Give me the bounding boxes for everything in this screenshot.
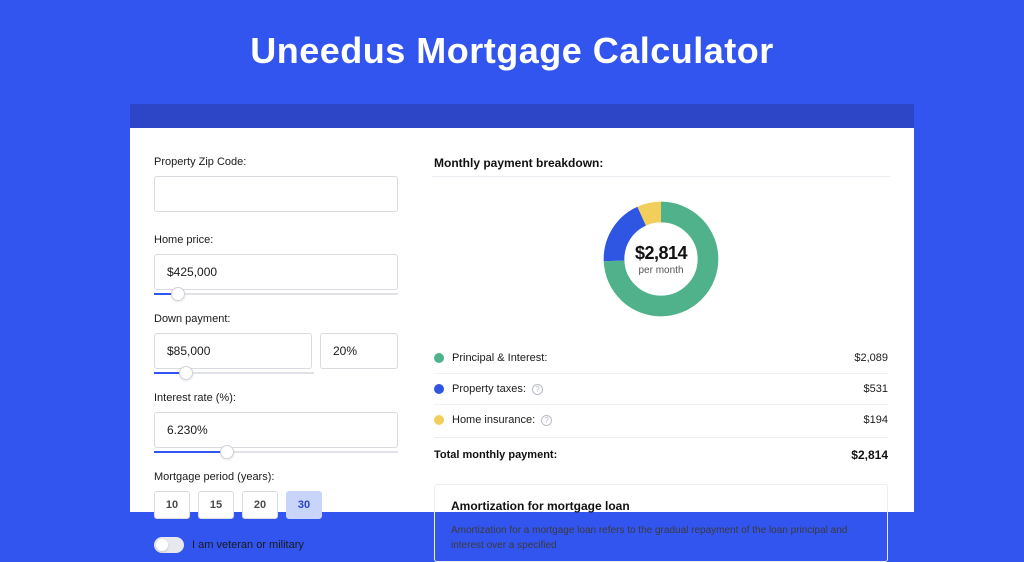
donut-subtext: per month [638, 265, 683, 276]
home-price-input[interactable] [154, 254, 398, 290]
donut-chart: $2,814 per month [599, 197, 723, 321]
info-icon[interactable]: ? [532, 384, 543, 395]
period-option-30[interactable]: 30 [286, 491, 322, 519]
breakdown-row: Home insurance:? $194 [434, 405, 888, 435]
breakdown-value: $531 [864, 383, 888, 395]
veteran-toggle[interactable] [154, 537, 184, 553]
interest-rate-slider-fill [154, 451, 227, 453]
interest-rate-group: Interest rate (%): [154, 392, 398, 453]
total-label: Total monthly payment: [434, 449, 557, 461]
amortization-text: Amortization for a mortgage loan refers … [451, 523, 871, 553]
down-payment-group: Down payment: [154, 313, 398, 374]
down-payment-percent-input[interactable] [320, 333, 398, 369]
interest-rate-input[interactable] [154, 412, 398, 448]
down-payment-label: Down payment: [154, 313, 398, 325]
zip-group: Property Zip Code: [154, 156, 398, 216]
divider [432, 176, 890, 177]
home-price-label: Home price: [154, 234, 398, 246]
home-price-slider[interactable] [154, 293, 398, 295]
veteran-toggle-row: I am veteran or military [154, 537, 398, 553]
legend-dot [434, 353, 444, 363]
mortgage-period-label: Mortgage period (years): [154, 471, 398, 483]
zip-label: Property Zip Code: [154, 156, 398, 168]
breakdown-rows: Principal & Interest: $2,089 Property taxe… [434, 343, 888, 435]
down-payment-slider[interactable] [154, 372, 314, 374]
interest-rate-slider-thumb[interactable] [220, 445, 234, 459]
mortgage-period-options: 10 15 20 30 [154, 491, 398, 519]
breakdown-label: Property taxes:? [452, 383, 543, 395]
zip-input[interactable] [154, 176, 398, 212]
inputs-column: Property Zip Code: Home price: Down paym… [130, 128, 410, 512]
header-shadow-bar [130, 104, 914, 128]
period-option-10[interactable]: 10 [154, 491, 190, 519]
amortization-box: Amortization for mortgage loan Amortizat… [434, 484, 888, 562]
home-price-group: Home price: [154, 234, 398, 295]
legend-dot [434, 415, 444, 425]
total-row: Total monthly payment: $2,814 [434, 437, 888, 462]
donut-chart-wrap: $2,814 per month [434, 189, 888, 329]
amortization-title: Amortization for mortgage loan [451, 499, 871, 513]
breakdown-row: Property taxes:? $531 [434, 374, 888, 404]
legend-dot [434, 384, 444, 394]
breakdown-value: $194 [864, 414, 888, 426]
breakdown-value: $2,089 [854, 352, 888, 364]
breakdown-row: Principal & Interest: $2,089 [434, 343, 888, 373]
breakdown-label: Home insurance:? [452, 414, 552, 426]
page-title: Uneedus Mortgage Calculator [0, 30, 1024, 72]
breakdown-title: Monthly payment breakdown: [434, 156, 888, 170]
info-icon[interactable]: ? [541, 415, 552, 426]
breakdown-column: Monthly payment breakdown: $2,814 per mo… [410, 128, 914, 512]
home-price-slider-thumb[interactable] [171, 287, 185, 301]
period-option-15[interactable]: 15 [198, 491, 234, 519]
interest-rate-slider[interactable] [154, 451, 398, 453]
period-option-20[interactable]: 20 [242, 491, 278, 519]
veteran-toggle-knob [156, 539, 168, 551]
donut-value: $2,814 [635, 243, 687, 264]
calculator-card: Property Zip Code: Home price: Down paym… [130, 128, 914, 512]
breakdown-label: Principal & Interest: [452, 352, 547, 364]
down-payment-slider-thumb[interactable] [179, 366, 193, 380]
down-payment-amount-input[interactable] [154, 333, 312, 369]
veteran-toggle-label: I am veteran or military [192, 539, 304, 551]
total-value: $2,814 [851, 448, 888, 462]
donut-center: $2,814 per month [599, 197, 723, 321]
interest-rate-label: Interest rate (%): [154, 392, 398, 404]
